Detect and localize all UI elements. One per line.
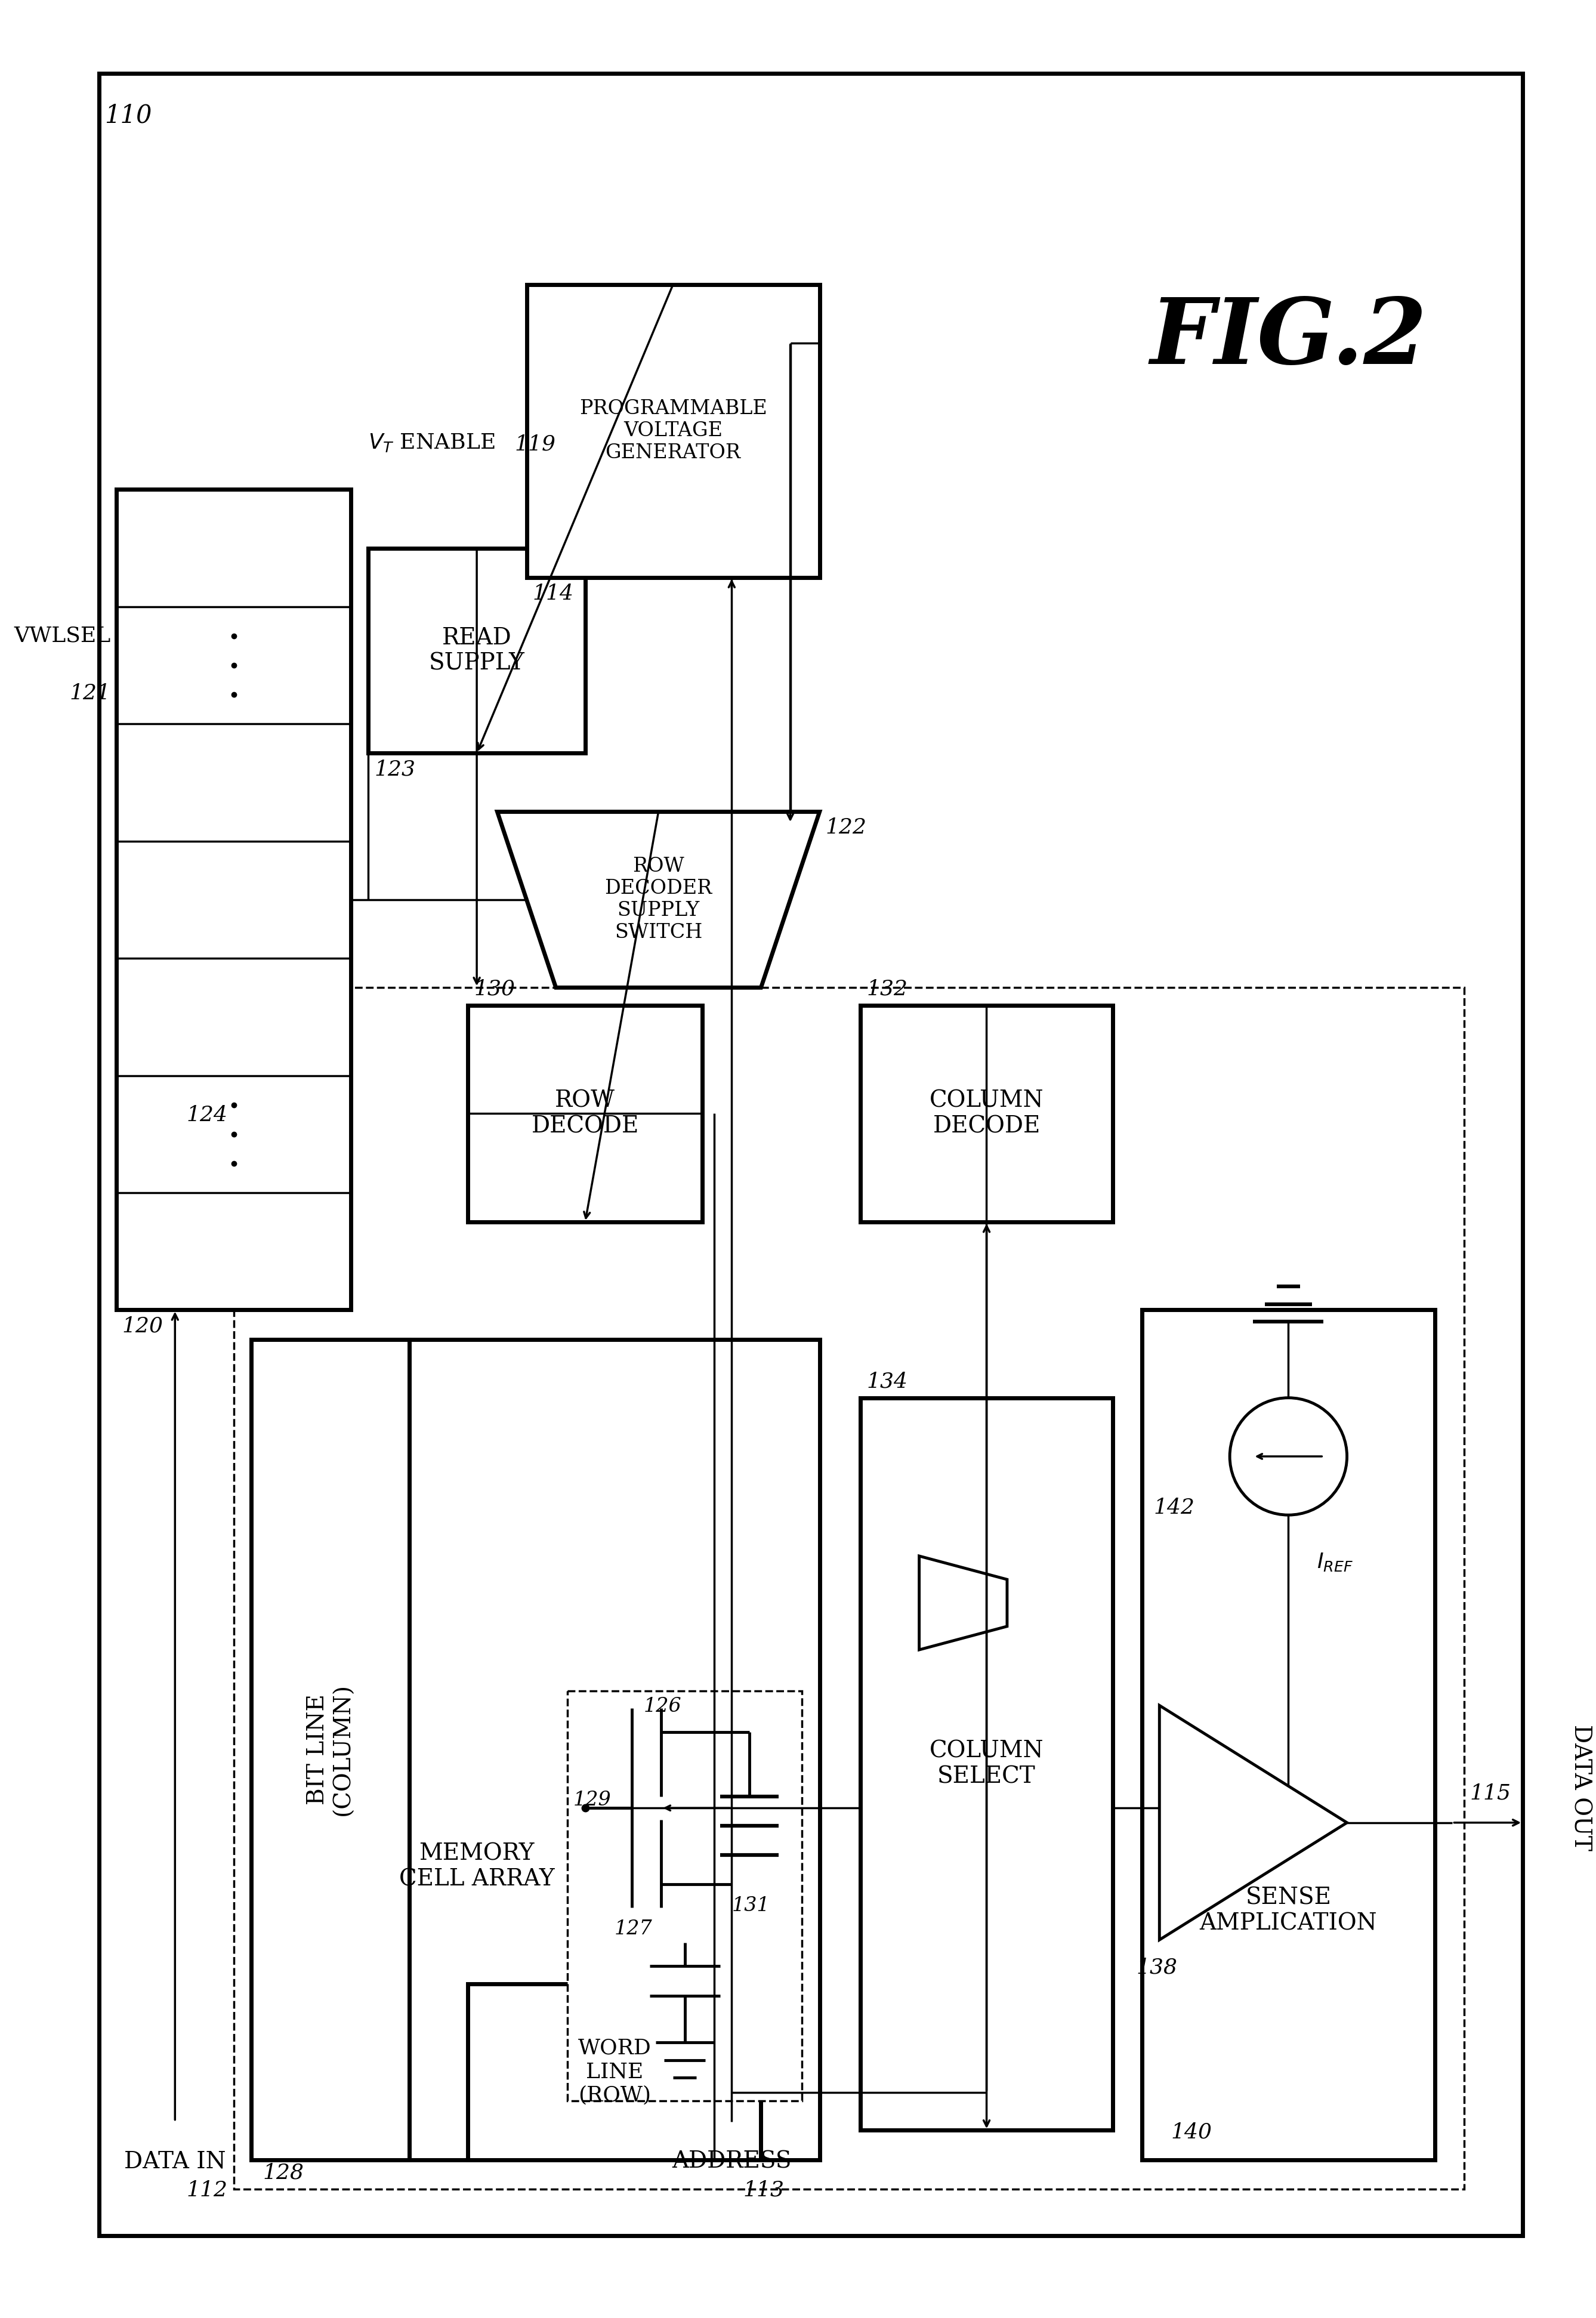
- Text: 138: 138: [1136, 1956, 1178, 1977]
- Text: DATA OUT: DATA OUT: [1569, 1725, 1591, 1850]
- Text: $I_{REF}$: $I_{REF}$: [1317, 1551, 1353, 1572]
- Bar: [369, 547, 586, 753]
- Bar: [468, 1006, 702, 1222]
- Bar: [860, 1398, 1112, 2130]
- Text: 129: 129: [573, 1789, 611, 1810]
- Bar: [233, 987, 1464, 2188]
- Text: 113: 113: [744, 2181, 785, 2200]
- Text: 120: 120: [123, 1317, 163, 1335]
- Text: 112: 112: [187, 2181, 228, 2200]
- Text: 128: 128: [263, 2163, 305, 2184]
- Text: FIG.2: FIG.2: [1149, 294, 1427, 382]
- Text: 126: 126: [643, 1697, 681, 1715]
- Text: 142: 142: [1154, 1497, 1195, 1518]
- Bar: [468, 1984, 761, 2160]
- Text: VWLSEL: VWLSEL: [14, 626, 110, 647]
- Text: MEMORY
CELL ARRAY: MEMORY CELL ARRAY: [399, 1843, 554, 1891]
- Text: 121: 121: [69, 684, 110, 702]
- Text: ROW
DECODER
SUPPLY
SWITCH: ROW DECODER SUPPLY SWITCH: [605, 858, 712, 943]
- Text: BIT LINE
(COLUMN): BIT LINE (COLUMN): [306, 1683, 354, 1815]
- Bar: [1141, 1310, 1435, 2160]
- Text: 132: 132: [867, 978, 908, 999]
- Text: 127: 127: [614, 1919, 653, 1938]
- Text: 114: 114: [533, 584, 573, 603]
- Text: 131: 131: [731, 1896, 769, 1915]
- Polygon shape: [1159, 1706, 1347, 1940]
- Polygon shape: [919, 1555, 1007, 1650]
- Text: 140: 140: [1171, 2121, 1213, 2142]
- Bar: [527, 285, 820, 577]
- Bar: [568, 1690, 803, 2100]
- Text: 115: 115: [1470, 1783, 1511, 1803]
- Text: DATA IN: DATA IN: [124, 2151, 227, 2172]
- Circle shape: [1231, 1398, 1347, 1516]
- Text: 124: 124: [187, 1106, 228, 1124]
- Text: COLUMN
SELECT: COLUMN SELECT: [929, 1741, 1044, 1787]
- Text: SENSE
AMPLICATION: SENSE AMPLICATION: [1200, 1887, 1377, 1933]
- Text: 110: 110: [105, 102, 152, 127]
- Bar: [860, 1006, 1112, 1222]
- Text: 134: 134: [867, 1372, 908, 1391]
- Text: 122: 122: [825, 818, 867, 837]
- Text: COLUMN
DECODE: COLUMN DECODE: [929, 1089, 1044, 1138]
- Text: ROW
DECODE: ROW DECODE: [531, 1089, 638, 1138]
- Bar: [251, 1340, 410, 2160]
- Polygon shape: [498, 811, 820, 987]
- Text: ADDRESS: ADDRESS: [672, 2151, 792, 2172]
- Text: 123: 123: [373, 758, 415, 779]
- Bar: [117, 489, 351, 1310]
- Text: $V_T$ ENABLE: $V_T$ ENABLE: [369, 431, 495, 454]
- Text: WORD
LINE
(ROW): WORD LINE (ROW): [578, 2038, 651, 2105]
- Text: 119: 119: [516, 433, 555, 454]
- Text: PROGRAMMABLE
VOLTAGE
GENERATOR: PROGRAMMABLE VOLTAGE GENERATOR: [579, 399, 768, 464]
- Text: READ
SUPPLY: READ SUPPLY: [429, 626, 525, 675]
- Text: 130: 130: [474, 978, 516, 999]
- Bar: [251, 1340, 820, 2160]
